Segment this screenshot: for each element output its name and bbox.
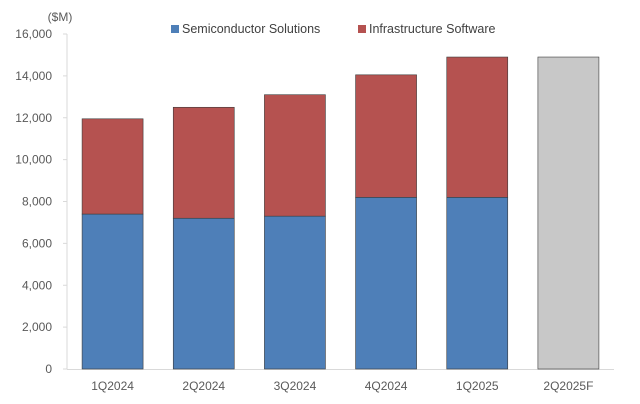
x-tick-label: 2Q2024 (182, 379, 225, 393)
y-tick-label: 2,000 (22, 320, 52, 334)
x-tick-label: 4Q2024 (365, 379, 408, 393)
bar-semiconductor-2Q2024 (172, 217, 235, 370)
y-tick-label: 14,000 (15, 69, 52, 83)
y-tick-label: 8,000 (22, 195, 52, 209)
bar-infrastructure-2Q2024 (172, 106, 235, 219)
x-tick-label: 1Q2024 (91, 379, 134, 393)
bar-infrastructure-4Q2024 (355, 74, 417, 198)
bar-infrastructure-1Q2025 (446, 56, 509, 198)
y-unit-label: ($M) (48, 10, 73, 24)
legend-swatch-infrastructure (358, 25, 366, 33)
bar-semiconductor-1Q2025 (446, 197, 509, 370)
bar-semiconductor-3Q2024 (264, 215, 326, 370)
y-tick-label: 10,000 (15, 153, 52, 167)
y-tick-label: 16,000 (15, 27, 52, 41)
bar-infrastructure-3Q2024 (264, 94, 326, 217)
x-tick-label: 3Q2024 (274, 379, 317, 393)
legend-label-semiconductor: Semiconductor Solutions (182, 22, 320, 36)
legend-label-infrastructure: Infrastructure Software (369, 22, 495, 36)
y-tick-label: 4,000 (22, 278, 52, 292)
bar-infrastructure-1Q2024 (81, 118, 144, 215)
y-tick-label: 12,000 (15, 111, 52, 125)
x-tick-label: 2Q2025F (543, 379, 593, 393)
bar-semiconductor-1Q2024 (81, 213, 144, 370)
y-tick-label: 6,000 (22, 236, 52, 250)
y-tick-label: 0 (45, 362, 52, 376)
x-tick-label: 1Q2025 (456, 379, 499, 393)
legend-swatch-semiconductor (171, 25, 179, 33)
bar-semiconductor-4Q2024 (355, 197, 417, 370)
bar-forecast-2Q2025F (537, 56, 600, 370)
